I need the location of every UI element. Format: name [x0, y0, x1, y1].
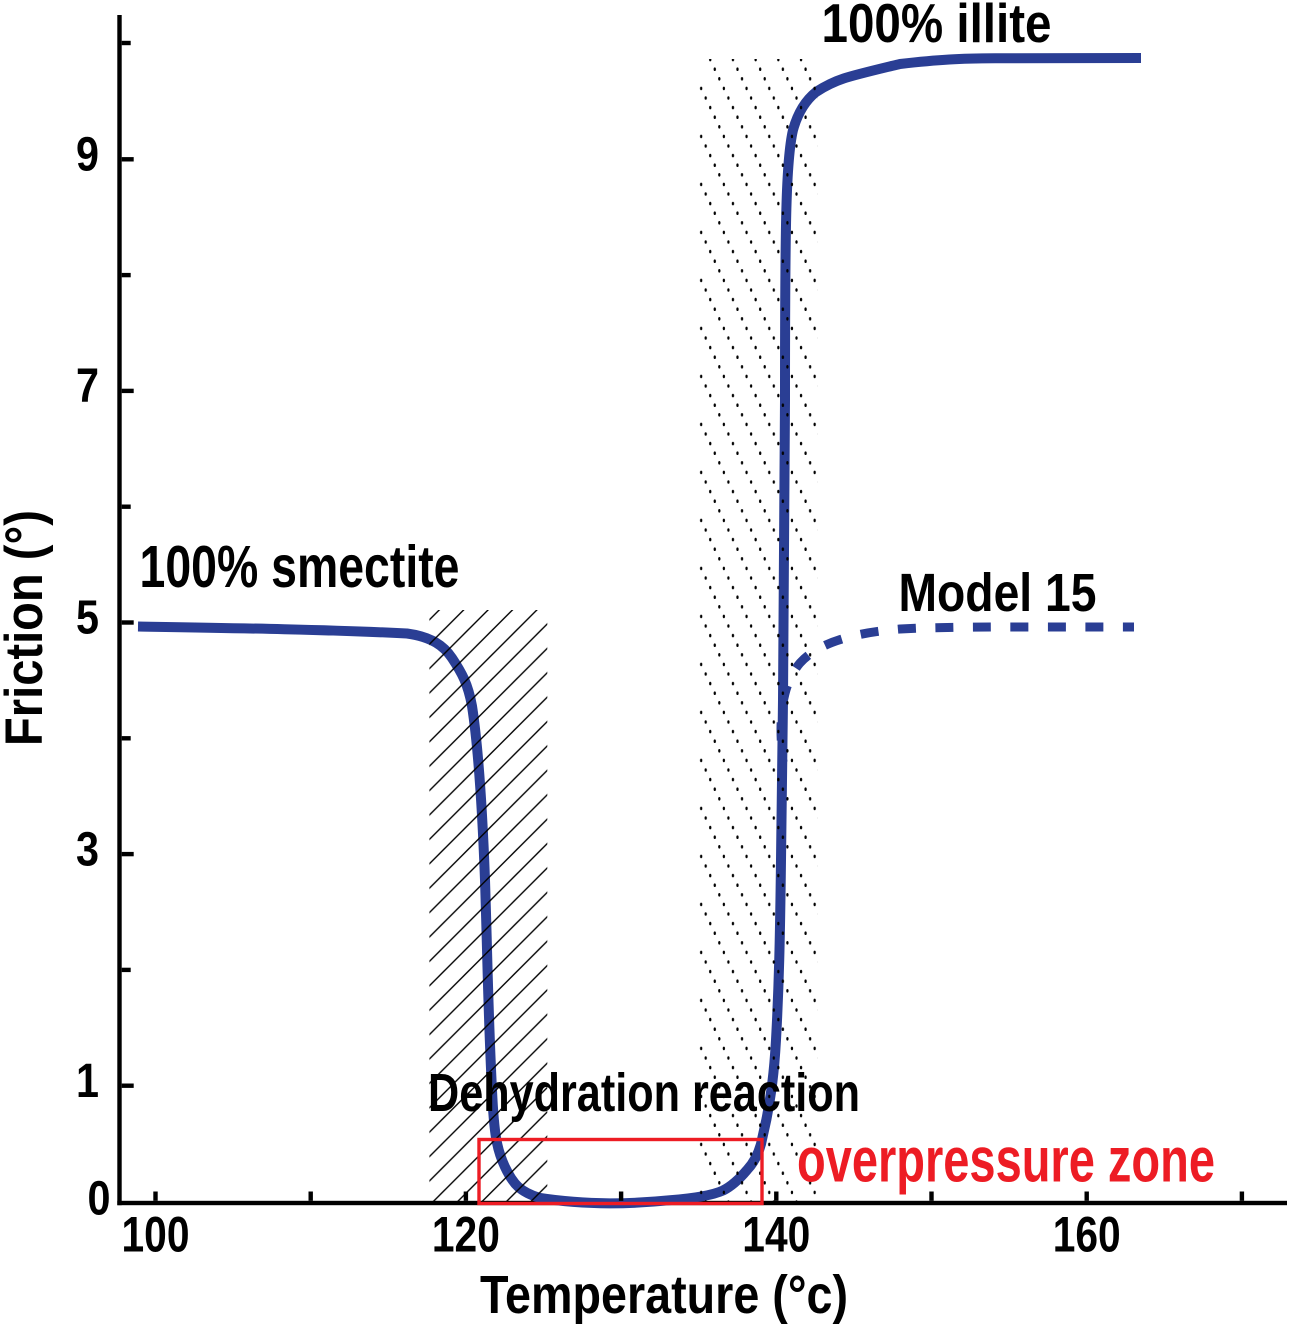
svg-text:Model 15: Model 15 [899, 563, 1097, 623]
svg-text:140: 140 [742, 1207, 810, 1263]
svg-text:3: 3 [76, 823, 99, 876]
svg-text:100% smectite: 100% smectite [140, 534, 460, 600]
svg-text:9: 9 [76, 129, 99, 182]
svg-text:Temperature (°c): Temperature (°c) [480, 1265, 848, 1325]
svg-text:100% illite: 100% illite [822, 0, 1052, 54]
svg-text:Dehydration reaction: Dehydration reaction [428, 1063, 860, 1123]
svg-text:Friction (°): Friction (°) [0, 510, 54, 746]
svg-text:overpressure zone: overpressure zone [797, 1126, 1215, 1196]
svg-text:1: 1 [76, 1055, 99, 1108]
svg-text:160: 160 [1053, 1207, 1121, 1263]
svg-text:7: 7 [76, 360, 99, 413]
svg-text:5: 5 [76, 592, 99, 645]
svg-text:100: 100 [122, 1207, 190, 1263]
svg-text:120: 120 [432, 1207, 500, 1263]
svg-text:0: 0 [88, 1173, 111, 1226]
